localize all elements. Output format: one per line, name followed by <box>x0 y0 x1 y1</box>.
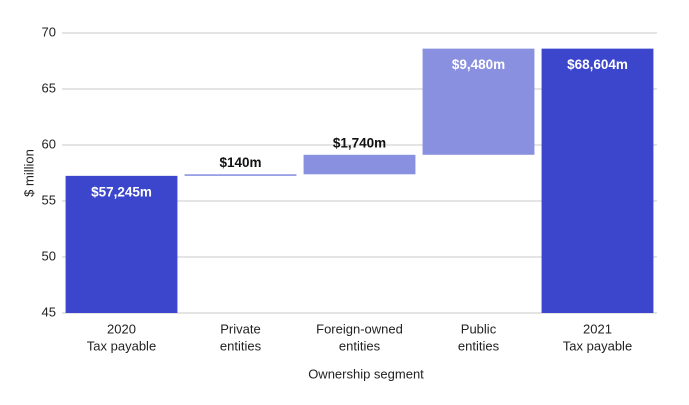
x-axis-title: Ownership segment <box>308 366 424 381</box>
bar <box>422 48 535 155</box>
value-label: $57,245m <box>91 184 152 199</box>
value-label: $140m <box>219 155 261 170</box>
bar <box>184 174 297 176</box>
value-label: $1,740m <box>333 135 386 150</box>
x-tick-label: Private <box>220 321 260 336</box>
x-tick-label: Public <box>461 321 497 336</box>
y-tick-label: 70 <box>42 24 56 39</box>
bar <box>541 48 654 314</box>
bar <box>65 175 178 313</box>
y-tick-label: 55 <box>42 192 56 207</box>
x-tick-label: Tax payable <box>563 338 632 353</box>
value-label: $9,480m <box>452 57 505 72</box>
y-axis-title: $ million <box>21 149 36 197</box>
bar <box>303 154 416 175</box>
y-tick-label: 60 <box>42 136 56 151</box>
x-tick-label: entities <box>458 338 500 353</box>
x-tick-label: Foreign-owned <box>316 321 403 336</box>
y-tick-label: 45 <box>42 304 56 319</box>
y-tick-label: 65 <box>42 80 56 95</box>
x-tick-label: entities <box>339 338 381 353</box>
x-tick-label: 2020 <box>107 321 136 336</box>
x-tick-label: entities <box>220 338 262 353</box>
x-tick-label: Tax payable <box>87 338 156 353</box>
y-tick-label: 50 <box>42 248 56 263</box>
value-label: $68,604m <box>567 57 628 72</box>
x-tick-label: 2021 <box>583 321 612 336</box>
